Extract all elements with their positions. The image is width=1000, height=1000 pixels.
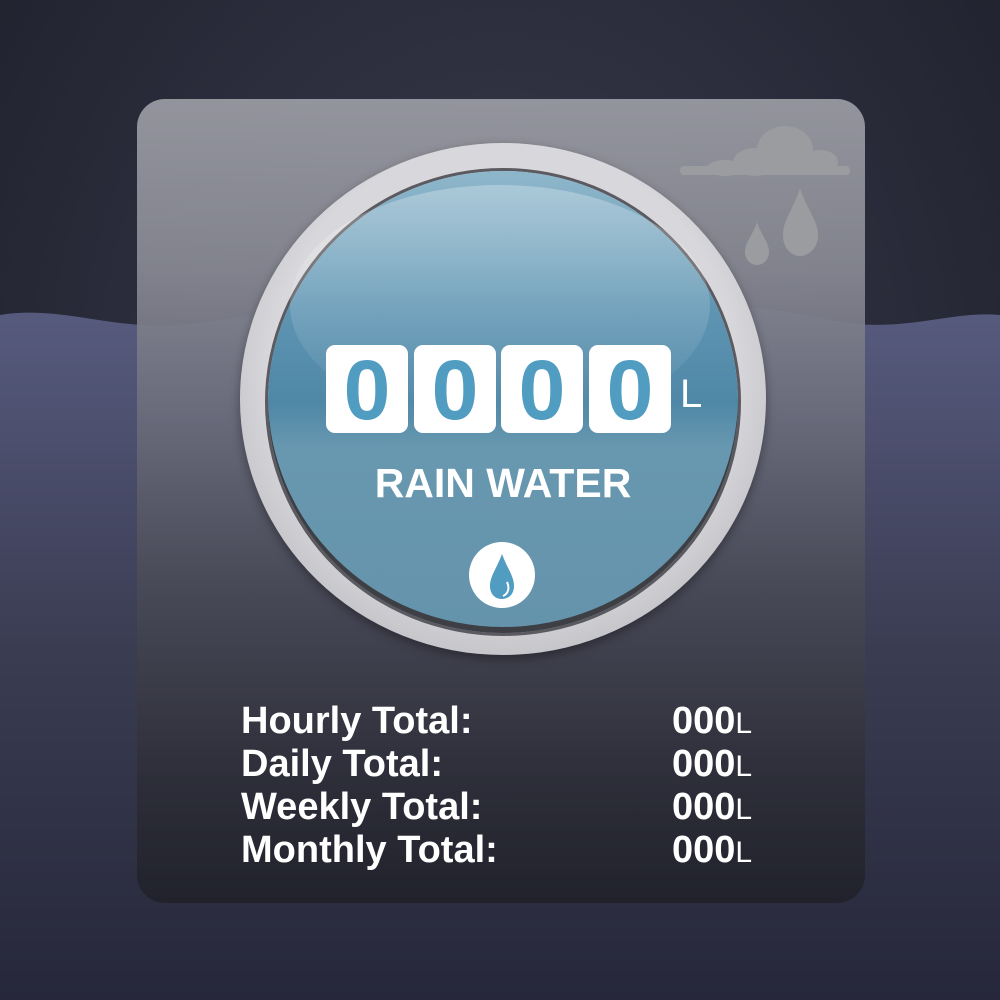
total-label: Hourly Total:	[241, 700, 473, 742]
total-value: 000	[672, 786, 736, 828]
meter-label: RAIN WATER	[374, 460, 632, 506]
water-drop-icon	[490, 554, 514, 599]
counter-digit: 0	[326, 345, 408, 435]
monthly-total-row: Monthly Total: 000L	[241, 829, 781, 873]
total-unit: L	[735, 750, 753, 783]
total-unit: L	[735, 836, 753, 869]
total-value: 000	[672, 700, 736, 742]
cloud-rain-icon	[680, 126, 850, 265]
counter-digit: 0	[589, 345, 671, 435]
total-value: 000	[672, 743, 736, 785]
counter-digit: 0	[501, 345, 583, 435]
counter-digit: 0	[414, 345, 496, 435]
total-label: Daily Total:	[241, 743, 443, 785]
water-drop-badge	[469, 542, 535, 608]
total-unit: L	[735, 793, 753, 826]
total-value: 000	[672, 829, 736, 871]
hourly-total-row: Hourly Total: 000L	[241, 700, 781, 744]
weekly-total-row: Weekly Total: 000L	[241, 786, 781, 830]
total-label: Weekly Total:	[241, 786, 483, 828]
total-label: Monthly Total:	[241, 829, 498, 871]
counter-unit: L	[680, 372, 703, 416]
total-unit: L	[735, 707, 753, 740]
daily-total-row: Daily Total: 000L	[241, 743, 781, 787]
